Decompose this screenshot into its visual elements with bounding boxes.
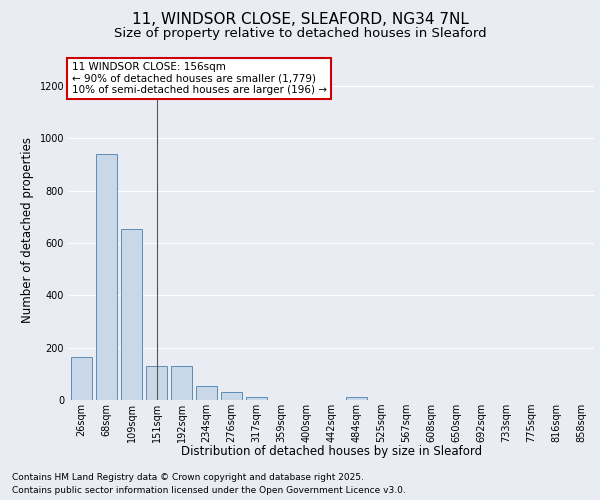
Text: Contains public sector information licensed under the Open Government Licence v3: Contains public sector information licen… — [12, 486, 406, 495]
Bar — [346, 396, 367, 400]
Bar — [196, 386, 217, 400]
Bar — [71, 358, 92, 400]
Bar — [121, 228, 142, 400]
X-axis label: Distribution of detached houses by size in Sleaford: Distribution of detached houses by size … — [181, 445, 482, 458]
Text: Contains HM Land Registry data © Crown copyright and database right 2025.: Contains HM Land Registry data © Crown c… — [12, 474, 364, 482]
Bar — [221, 392, 242, 400]
Bar — [146, 366, 167, 400]
Bar — [246, 396, 267, 400]
Text: 11 WINDSOR CLOSE: 156sqm
← 90% of detached houses are smaller (1,779)
10% of sem: 11 WINDSOR CLOSE: 156sqm ← 90% of detach… — [71, 62, 326, 95]
Text: 11, WINDSOR CLOSE, SLEAFORD, NG34 7NL: 11, WINDSOR CLOSE, SLEAFORD, NG34 7NL — [131, 12, 469, 28]
Bar — [171, 366, 192, 400]
Bar — [96, 154, 117, 400]
Text: Size of property relative to detached houses in Sleaford: Size of property relative to detached ho… — [113, 28, 487, 40]
Y-axis label: Number of detached properties: Number of detached properties — [21, 137, 34, 323]
